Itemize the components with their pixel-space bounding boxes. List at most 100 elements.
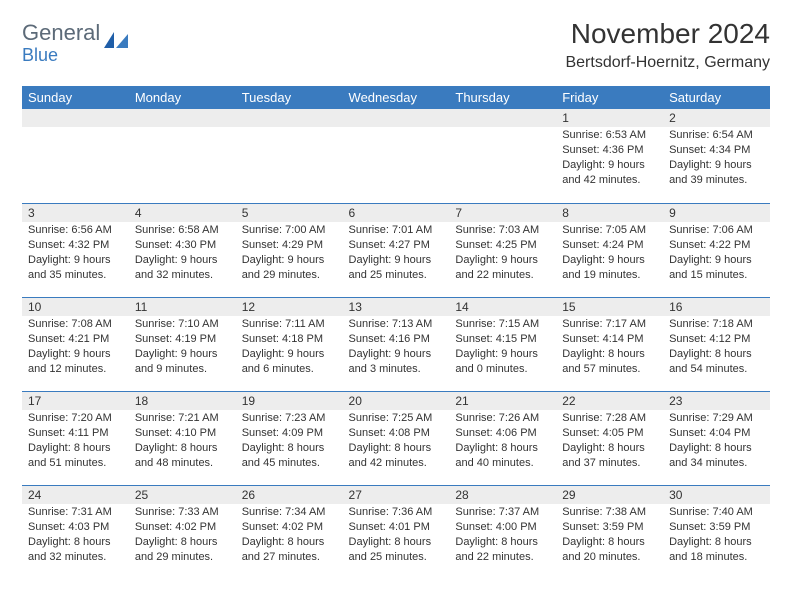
- calendar-row: 10Sunrise: 7:08 AMSunset: 4:21 PMDayligh…: [22, 297, 770, 391]
- calendar-body: 1Sunrise: 6:53 AMSunset: 4:36 PM Daylight…: [22, 109, 770, 579]
- day2-line: and 54 minutes.: [669, 362, 764, 377]
- day2-line: and 40 minutes.: [455, 456, 550, 471]
- day1-line: Daylight: 9 hours: [455, 347, 550, 362]
- day-details: Sunrise: 7:03 AMSunset: 4:25 PMDaylight:…: [449, 222, 556, 284]
- sunset-line: Sunset: 4:08 PM: [349, 426, 444, 441]
- sunset-line: Sunset: 4:02 PM: [242, 520, 337, 535]
- sunset-line: Sunset: 4:32 PM: [28, 238, 123, 253]
- day1-line: Daylight: 9 hours: [28, 347, 123, 362]
- sunrise-line: Sunrise: 7:10 AM: [135, 317, 230, 332]
- day2-line: and 42 minutes.: [349, 456, 444, 471]
- sunrise-line: Sunrise: 7:11 AM: [242, 317, 337, 332]
- logo-sail-icon: [104, 32, 130, 50]
- sunset-line: Sunset: 4:36 PM: [562, 143, 657, 158]
- day2-line: and 48 minutes.: [135, 456, 230, 471]
- day2-line: and 27 minutes.: [242, 550, 337, 565]
- day-details: Sunrise: 7:00 AMSunset: 4:29 PMDaylight:…: [236, 222, 343, 284]
- day2-line: and 32 minutes.: [28, 550, 123, 565]
- calendar-cell: 12Sunrise: 7:11 AMSunset: 4:18 PMDayligh…: [236, 297, 343, 391]
- sunset-line: Sunset: 4:03 PM: [28, 520, 123, 535]
- day-details: Sunrise: 7:34 AMSunset: 4:02 PMDaylight:…: [236, 504, 343, 566]
- day-number: 17: [22, 391, 129, 410]
- empty-day-number: [449, 109, 556, 127]
- sunset-line: Sunset: 4:34 PM: [669, 143, 764, 158]
- sunrise-line: Sunrise: 7:18 AM: [669, 317, 764, 332]
- calendar-table: Sunday Monday Tuesday Wednesday Thursday…: [22, 86, 770, 579]
- day2-line: and 29 minutes.: [242, 268, 337, 283]
- calendar-cell: 5Sunrise: 7:00 AMSunset: 4:29 PMDaylight…: [236, 203, 343, 297]
- day2-line: and 15 minutes.: [669, 268, 764, 283]
- day1-line: Daylight: 9 hours: [135, 253, 230, 268]
- day-header-row: Sunday Monday Tuesday Wednesday Thursday…: [22, 86, 770, 109]
- sunset-line: Sunset: 3:59 PM: [562, 520, 657, 535]
- day1-line: Daylight: 9 hours: [28, 253, 123, 268]
- sunrise-line: Sunrise: 7:26 AM: [455, 411, 550, 426]
- sunrise-line: Sunrise: 7:03 AM: [455, 223, 550, 238]
- day2-line: and 9 minutes.: [135, 362, 230, 377]
- sunset-line: Sunset: 4:25 PM: [455, 238, 550, 253]
- sunset-line: Sunset: 4:12 PM: [669, 332, 764, 347]
- day-number: 28: [449, 485, 556, 504]
- calendar-cell: 23Sunrise: 7:29 AMSunset: 4:04 PMDayligh…: [663, 391, 770, 485]
- day1-line: Daylight: 9 hours: [455, 253, 550, 268]
- calendar-cell: 26Sunrise: 7:34 AMSunset: 4:02 PMDayligh…: [236, 485, 343, 579]
- day1-line: Daylight: 8 hours: [455, 441, 550, 456]
- calendar-cell: 10Sunrise: 7:08 AMSunset: 4:21 PMDayligh…: [22, 297, 129, 391]
- day2-line: and 25 minutes.: [349, 268, 444, 283]
- sunset-line: Sunset: 4:10 PM: [135, 426, 230, 441]
- day1-line: Daylight: 8 hours: [28, 441, 123, 456]
- sunrise-line: Sunrise: 7:08 AM: [28, 317, 123, 332]
- calendar-cell: 1Sunrise: 6:53 AMSunset: 4:36 PMDaylight…: [556, 109, 663, 203]
- sunset-line: Sunset: 4:16 PM: [349, 332, 444, 347]
- calendar-cell: 24Sunrise: 7:31 AMSunset: 4:03 PMDayligh…: [22, 485, 129, 579]
- calendar-cell: 3Sunrise: 6:56 AMSunset: 4:32 PMDaylight…: [22, 203, 129, 297]
- day2-line: and 35 minutes.: [28, 268, 123, 283]
- calendar-row: 3Sunrise: 6:56 AMSunset: 4:32 PMDaylight…: [22, 203, 770, 297]
- sunrise-line: Sunrise: 6:54 AM: [669, 128, 764, 143]
- day-details: Sunrise: 7:28 AMSunset: 4:05 PMDaylight:…: [556, 410, 663, 472]
- day1-line: Daylight: 9 hours: [135, 347, 230, 362]
- sunrise-line: Sunrise: 6:53 AM: [562, 128, 657, 143]
- sunrise-line: Sunrise: 7:40 AM: [669, 505, 764, 520]
- calendar-cell: 25Sunrise: 7:33 AMSunset: 4:02 PMDayligh…: [129, 485, 236, 579]
- sunrise-line: Sunrise: 7:38 AM: [562, 505, 657, 520]
- day-number: 12: [236, 297, 343, 316]
- day-number: 1: [556, 109, 663, 127]
- logo-word1: General: [22, 22, 100, 44]
- logo-text-block: General Blue: [22, 22, 100, 64]
- day-number: 6: [343, 203, 450, 222]
- day-details: Sunrise: 7:36 AMSunset: 4:01 PMDaylight:…: [343, 504, 450, 566]
- calendar-cell: 16Sunrise: 7:18 AMSunset: 4:12 PMDayligh…: [663, 297, 770, 391]
- day-number: 8: [556, 203, 663, 222]
- sunrise-line: Sunrise: 7:23 AM: [242, 411, 337, 426]
- sunrise-line: Sunrise: 7:37 AM: [455, 505, 550, 520]
- day2-line: and 25 minutes.: [349, 550, 444, 565]
- location-label: Bertsdorf-Hoernitz, Germany: [565, 54, 770, 72]
- sunrise-line: Sunrise: 7:00 AM: [242, 223, 337, 238]
- day-header: Sunday: [22, 86, 129, 109]
- day-details: Sunrise: 7:26 AMSunset: 4:06 PMDaylight:…: [449, 410, 556, 472]
- sunset-line: Sunset: 4:18 PM: [242, 332, 337, 347]
- sunrise-line: Sunrise: 7:17 AM: [562, 317, 657, 332]
- logo-word2: Blue: [22, 46, 100, 64]
- day1-line: Daylight: 8 hours: [242, 535, 337, 550]
- day-header: Tuesday: [236, 86, 343, 109]
- calendar-cell: [129, 109, 236, 203]
- sunrise-line: Sunrise: 7:33 AM: [135, 505, 230, 520]
- sunset-line: Sunset: 4:02 PM: [135, 520, 230, 535]
- day-number: 2: [663, 109, 770, 127]
- day-header: Friday: [556, 86, 663, 109]
- sunrise-line: Sunrise: 7:34 AM: [242, 505, 337, 520]
- calendar-row: 24Sunrise: 7:31 AMSunset: 4:03 PMDayligh…: [22, 485, 770, 579]
- day-number: 14: [449, 297, 556, 316]
- day-number: 4: [129, 203, 236, 222]
- day2-line: and 0 minutes.: [455, 362, 550, 377]
- calendar-row: 17Sunrise: 7:20 AMSunset: 4:11 PMDayligh…: [22, 391, 770, 485]
- calendar-cell: 4Sunrise: 6:58 AMSunset: 4:30 PMDaylight…: [129, 203, 236, 297]
- empty-day-number: [343, 109, 450, 127]
- sunset-line: Sunset: 4:29 PM: [242, 238, 337, 253]
- calendar-cell: 22Sunrise: 7:28 AMSunset: 4:05 PMDayligh…: [556, 391, 663, 485]
- calendar-cell: 18Sunrise: 7:21 AMSunset: 4:10 PMDayligh…: [129, 391, 236, 485]
- day2-line: and 22 minutes.: [455, 550, 550, 565]
- day-details: Sunrise: 7:18 AMSunset: 4:12 PMDaylight:…: [663, 316, 770, 378]
